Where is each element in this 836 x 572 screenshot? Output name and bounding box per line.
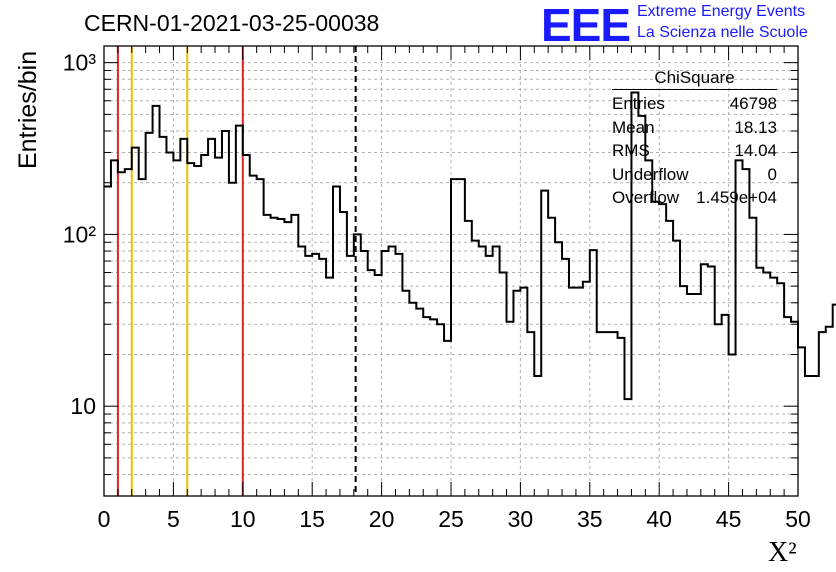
y-tick-label: 10³ — [63, 50, 97, 76]
stats-row-overflow: Overflow 1.459e+04 — [612, 188, 777, 207]
stats-row-entries: Entries 46798 — [612, 94, 777, 113]
logo-line-1: Extreme Energy Events — [637, 3, 806, 20]
y-tick-label: 10² — [63, 221, 97, 247]
x-tick-label: 0 — [98, 506, 111, 532]
x-tick-label: 5 — [167, 506, 180, 532]
x-tick-label: 25 — [438, 506, 464, 532]
x-tick-label: 10 — [230, 506, 256, 532]
stats-row-rms: RMS 14.04 — [612, 141, 777, 160]
x-tick-label: 45 — [716, 506, 742, 532]
x-tick-label: 35 — [577, 506, 603, 532]
eee-logo: EEE — [541, 0, 631, 51]
axis-ticks — [103, 46, 799, 497]
axis-tick-labels: 0 5 10 15 20 25 30 35 40 45 50 10 10² 10³ — [63, 50, 811, 532]
logo-line-2: La Scienza nelle Scuole — [637, 24, 808, 41]
threshold-lines — [116, 46, 357, 496]
x-tick-label: 15 — [299, 506, 325, 532]
x-tick-label: 40 — [646, 506, 672, 532]
x-tick-label: 20 — [369, 506, 395, 532]
stats-name: ChiSquare — [612, 68, 777, 90]
stats-box: ChiSquare Entries 46798 Mean 18.13 RMS 14.0… — [612, 68, 777, 210]
x-tick-label: 50 — [785, 506, 811, 532]
stats-row-mean: Mean 18.13 — [612, 117, 777, 137]
chart-title: CERN-01-2021-03-25-00038 — [84, 10, 380, 36]
x-axis-label: X² — [768, 537, 797, 568]
x-tick-label: 30 — [508, 506, 534, 532]
stats-row-underflow: Underflow 0 — [612, 164, 777, 184]
histogram-line — [104, 91, 836, 401]
y-tick-label: 10 — [70, 393, 96, 419]
